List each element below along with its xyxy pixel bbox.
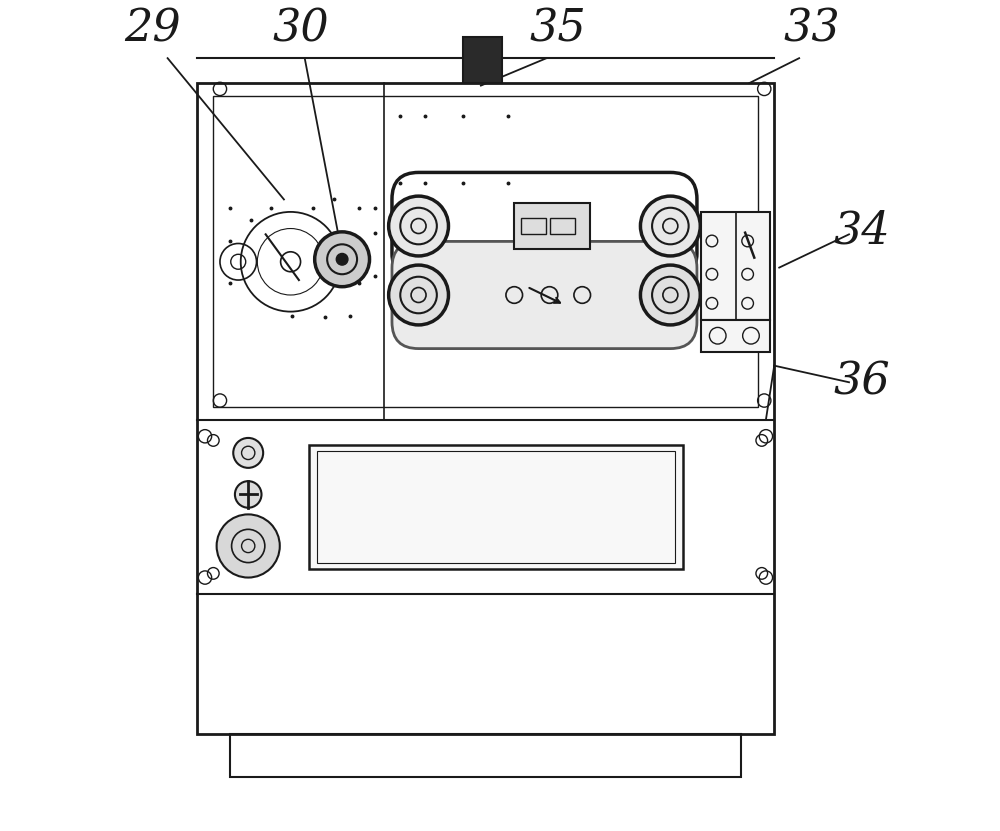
Text: 34: 34 bbox=[833, 209, 890, 253]
Text: 35: 35 bbox=[530, 7, 587, 51]
Text: 33: 33 bbox=[783, 7, 840, 51]
Circle shape bbox=[235, 481, 262, 508]
Text: 36: 36 bbox=[833, 361, 890, 404]
Bar bbox=[514, 203, 590, 249]
Bar bbox=[317, 451, 675, 563]
Circle shape bbox=[640, 196, 700, 256]
Circle shape bbox=[389, 196, 448, 256]
Bar bbox=[230, 734, 741, 777]
Bar bbox=[550, 218, 575, 234]
Bar bbox=[213, 96, 758, 407]
Circle shape bbox=[640, 265, 700, 325]
Bar bbox=[701, 212, 770, 320]
Text: 29: 29 bbox=[124, 7, 181, 51]
Circle shape bbox=[315, 232, 370, 287]
Bar bbox=[463, 37, 502, 83]
Circle shape bbox=[389, 265, 448, 325]
FancyBboxPatch shape bbox=[392, 241, 697, 349]
Bar bbox=[197, 83, 774, 734]
Bar bbox=[521, 218, 546, 234]
Text: 30: 30 bbox=[272, 7, 329, 51]
Bar bbox=[701, 320, 770, 352]
Bar bbox=[309, 445, 683, 569]
Circle shape bbox=[233, 438, 263, 468]
Circle shape bbox=[336, 253, 348, 265]
Circle shape bbox=[217, 514, 280, 578]
